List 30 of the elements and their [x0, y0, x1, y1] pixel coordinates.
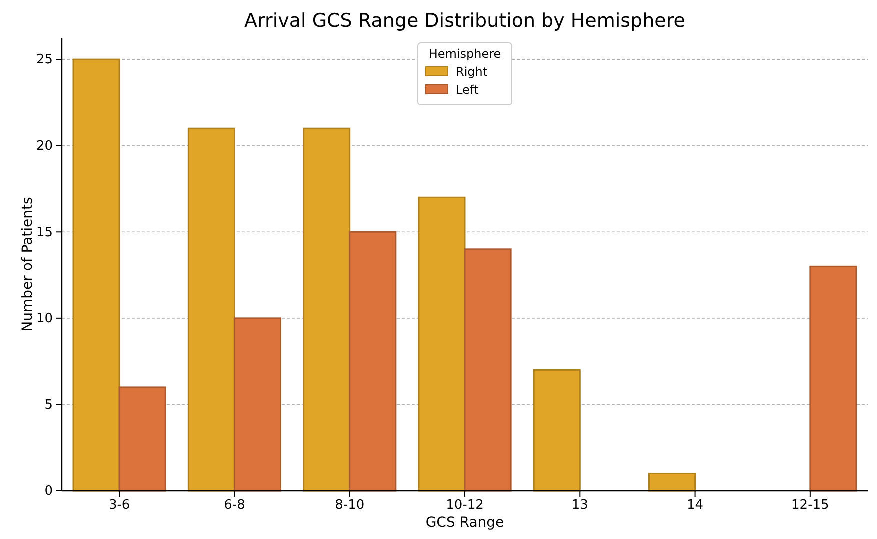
y-tick-label: 0: [44, 484, 53, 500]
bar: [349, 231, 397, 492]
x-tick-label: 12-15: [792, 498, 830, 514]
x-tick-label: 6-8: [224, 498, 246, 514]
y-tick-label: 10: [36, 312, 53, 327]
legend-title: Hemisphere: [428, 47, 502, 61]
bar: [648, 472, 696, 492]
y-tick-label: 20: [36, 139, 53, 154]
bar: [188, 128, 236, 492]
bar: [234, 318, 282, 492]
bar: [418, 196, 466, 492]
y-axis-title: Number of Patients: [20, 197, 36, 332]
bar: [464, 248, 512, 492]
legend-label: Right: [456, 65, 488, 79]
x-tick-label: 8-10: [335, 498, 365, 514]
legend-label: Left: [456, 83, 479, 97]
y-tick-label: 5: [44, 398, 53, 413]
bar: [533, 369, 581, 492]
x-tick-label: 13: [572, 498, 588, 514]
y-tick-label: 25: [36, 52, 53, 68]
bar: [72, 58, 120, 492]
bar: [303, 128, 351, 492]
x-tick-label: 3-6: [108, 498, 130, 514]
bar: [118, 386, 166, 492]
x-axis-title: GCS Range: [426, 515, 504, 531]
y-tick-label: 15: [36, 225, 53, 240]
x-tick-label: 14: [687, 498, 704, 514]
bar: [810, 266, 858, 492]
x-tick-label: 10-12: [446, 498, 484, 514]
chart-title: Arrival GCS Range Distribution by Hemisphere: [244, 10, 686, 32]
